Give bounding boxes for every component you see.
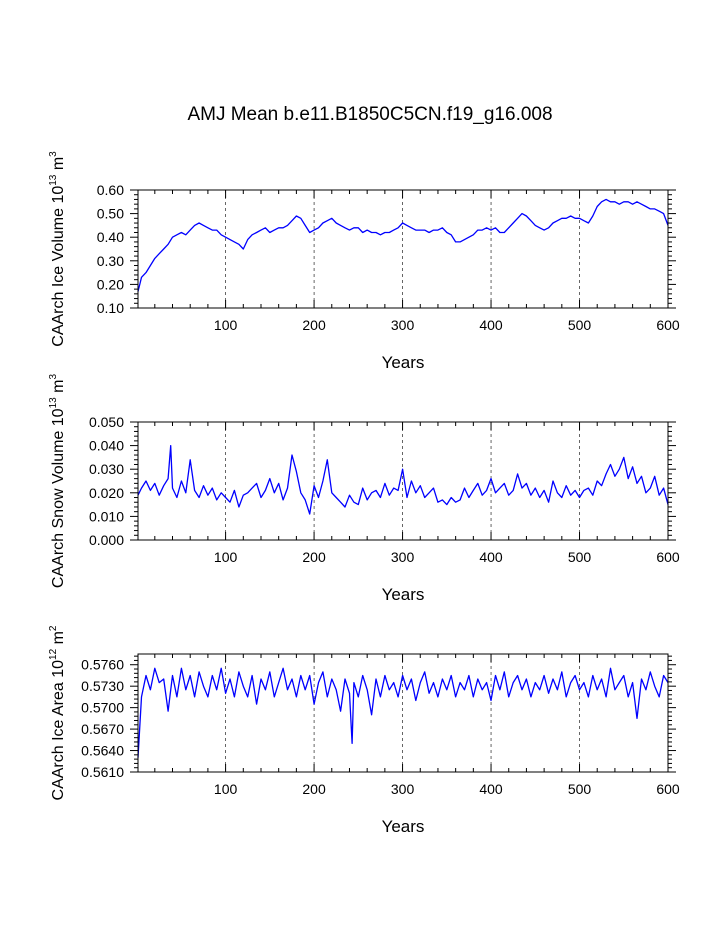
x-tick-label: 200 <box>302 317 326 333</box>
y-tick-label: 0.5760 <box>81 657 124 673</box>
plot-frame <box>137 653 669 773</box>
x-axis-label: Years <box>382 353 425 372</box>
y-tick-label: 0.010 <box>89 508 124 524</box>
y-axis-label: CAArch Ice Area 1012 m2 <box>48 625 67 800</box>
series-line-snow-volume <box>137 444 669 515</box>
y-tick-label: 0.20 <box>97 276 124 292</box>
x-axis-label: Years <box>382 585 425 604</box>
chart-title: AMJ Mean b.e11.B1850C5CN.f19_g16.008 <box>187 104 552 125</box>
x-tick-label: 500 <box>568 549 592 565</box>
y-tick-label: 0.5730 <box>81 678 124 694</box>
x-tick-label: 300 <box>391 549 415 565</box>
x-tick-label: 600 <box>656 781 680 797</box>
x-tick-label: 200 <box>302 549 326 565</box>
y-tick-label: 0.020 <box>89 485 124 501</box>
y-tick-label: 0.30 <box>97 253 124 269</box>
y-axis-label: CAArch Snow Volume 1013 m3 <box>48 374 67 589</box>
y-tick-label: 0.030 <box>89 461 124 477</box>
y-tick-label: 0.5640 <box>81 743 124 759</box>
plot-frame <box>137 189 669 309</box>
y-tick-label: 0.050 <box>89 414 124 430</box>
y-tick-label: 0.000 <box>89 532 124 548</box>
y-tick-label: 0.40 <box>97 229 124 245</box>
x-tick-label: 500 <box>568 317 592 333</box>
panels: 100 200 300 400 500 600 0.10 0.20 0.30 0.40 0.50 0.… <box>48 151 680 836</box>
series-line-ice-area <box>137 667 669 758</box>
panel-ice-area: 100 200 300 400 500 600 0.5610 0.5640 0.5670 0.57… <box>48 625 680 836</box>
y-tick-label: 0.040 <box>89 438 124 454</box>
plot-frame <box>137 421 669 541</box>
y-tick-label: 0.5700 <box>81 700 124 716</box>
x-tick-label: 500 <box>568 781 592 797</box>
x-tick-label: 300 <box>391 781 415 797</box>
y-tick-label: 0.5610 <box>81 764 124 780</box>
series-line-ice-volume <box>137 198 669 292</box>
x-tick-label: 200 <box>302 781 326 797</box>
y-tick-label: 0.60 <box>97 182 124 198</box>
y-tick-label: 0.5670 <box>81 721 124 737</box>
x-tick-label: 100 <box>214 549 238 565</box>
x-tick-label: 600 <box>656 549 680 565</box>
y-tick-label: 0.10 <box>97 300 124 316</box>
panel-ice-volume: 100 200 300 400 500 600 0.10 0.20 0.30 0.40 0.50 0.… <box>48 151 680 372</box>
x-tick-label: 100 <box>214 317 238 333</box>
x-axis-label: Years <box>382 817 425 836</box>
x-tick-label: 400 <box>479 781 503 797</box>
x-tick-label: 600 <box>656 317 680 333</box>
y-tick-label: 0.50 <box>97 206 124 222</box>
x-tick-label: 100 <box>214 781 238 797</box>
x-tick-label: 300 <box>391 317 415 333</box>
x-tick-label: 400 <box>479 317 503 333</box>
x-tick-label: 400 <box>479 549 503 565</box>
y-axis-label: CAArch Ice Volume 1013 m3 <box>48 151 67 347</box>
panel-snow-volume: 100 200 300 400 500 600 0.000 0.010 0.020 0.030 0.… <box>48 374 680 605</box>
